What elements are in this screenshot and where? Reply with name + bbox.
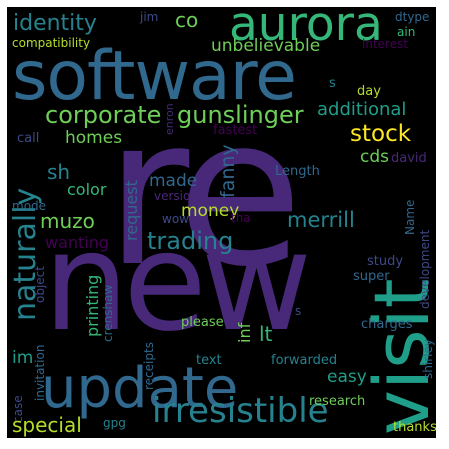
word-dtype: dtype xyxy=(395,10,430,24)
word-sh: sh xyxy=(47,160,71,184)
word-fastest: fastest xyxy=(213,123,258,138)
word-cds: cds xyxy=(360,147,389,167)
word-wow: wow xyxy=(162,212,189,226)
word-update: update xyxy=(41,356,239,421)
word-version: version xyxy=(154,189,198,203)
word-shirley: shirley xyxy=(421,339,435,379)
word-re: re xyxy=(105,74,303,312)
word-wanting: wanting xyxy=(45,233,110,252)
word-s-top: s xyxy=(329,76,336,91)
word-lt: lt xyxy=(259,322,273,346)
word-gpg: gpg xyxy=(103,416,126,430)
word-charges: charges xyxy=(361,317,413,332)
word-receipts: receipts xyxy=(142,342,156,390)
word-super: super xyxy=(353,269,390,284)
word-stock: stock xyxy=(350,121,412,147)
word-trading: trading xyxy=(147,227,234,255)
word-im: im xyxy=(12,348,34,368)
word-name: Name xyxy=(403,199,417,235)
word-color: color xyxy=(67,180,107,199)
word-co: co xyxy=(175,8,199,32)
word-crenshaw: crenshaw xyxy=(101,284,115,342)
word-software: software xyxy=(12,37,297,116)
word-printing: printing xyxy=(83,274,102,337)
word-interest: interest xyxy=(362,37,409,51)
word-money: money xyxy=(181,201,240,221)
word-enron: enron xyxy=(163,103,176,135)
word-development: development xyxy=(418,229,432,309)
word-muzo: muzo xyxy=(40,209,95,233)
word-easy: easy xyxy=(327,367,367,387)
word-request: request xyxy=(122,180,141,241)
word-ain: ain xyxy=(397,25,416,39)
word-mode: mode xyxy=(12,199,47,213)
word-study: study xyxy=(367,254,404,269)
word-please: please xyxy=(181,315,224,330)
word-thanks: thanks xyxy=(393,420,436,435)
word-day: day xyxy=(357,84,381,99)
word-unbelievable: unbelievable xyxy=(211,36,321,56)
word-david: david xyxy=(391,151,427,166)
word-invitation: invitation xyxy=(33,344,47,401)
word-forwarded: forwarded xyxy=(271,353,338,368)
word-object: object xyxy=(33,266,47,303)
word-special: special xyxy=(12,413,82,437)
word-research: research xyxy=(309,394,366,409)
word-aurora: aurora xyxy=(229,7,383,52)
word-inf: inf xyxy=(235,322,254,343)
word-length: Length xyxy=(275,164,320,179)
word-merrill: merrill xyxy=(287,208,355,232)
word-tha: tha xyxy=(231,211,251,225)
word-s-mid: s xyxy=(295,304,302,318)
word-jim: jim xyxy=(140,10,159,24)
word-compatibility: compatibility xyxy=(12,36,91,50)
word-cloud: re new software visit update aurora irre… xyxy=(7,7,436,438)
word-call: call xyxy=(17,131,40,146)
word-fanny: fanny xyxy=(217,144,239,198)
word-corporate: corporate xyxy=(45,101,162,129)
word-identity: identity xyxy=(13,11,97,36)
word-additional: additional xyxy=(317,99,407,120)
word-homes: homes xyxy=(65,128,123,148)
word-irresistible: irresistible xyxy=(152,391,329,431)
word-made: made xyxy=(149,171,198,191)
word-gunslinger: gunslinger xyxy=(177,101,304,129)
word-new: new xyxy=(43,204,312,362)
word-text: text xyxy=(196,353,222,368)
